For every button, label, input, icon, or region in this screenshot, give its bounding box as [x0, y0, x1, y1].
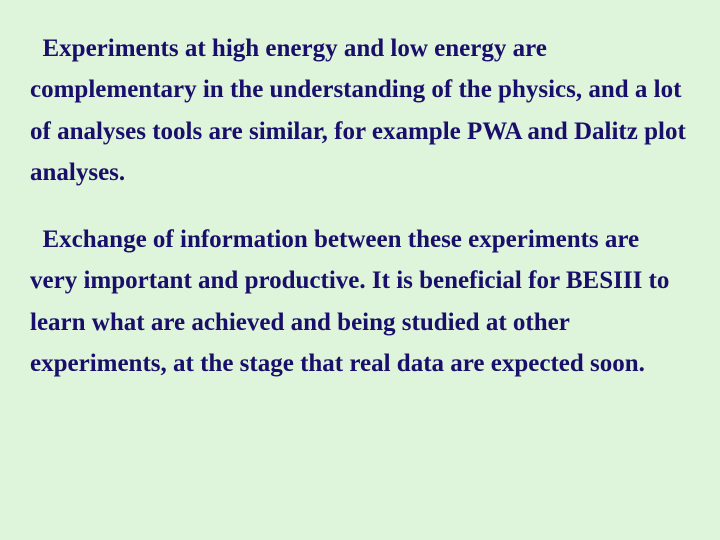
paragraph-2-text: Exchange of information between these ex… [30, 226, 669, 377]
paragraph-2: Exchange of information between these ex… [30, 219, 690, 384]
paragraph-1-text: Experiments at high energy and low energ… [30, 35, 686, 186]
paragraph-1: Experiments at high energy and low energ… [30, 28, 690, 193]
